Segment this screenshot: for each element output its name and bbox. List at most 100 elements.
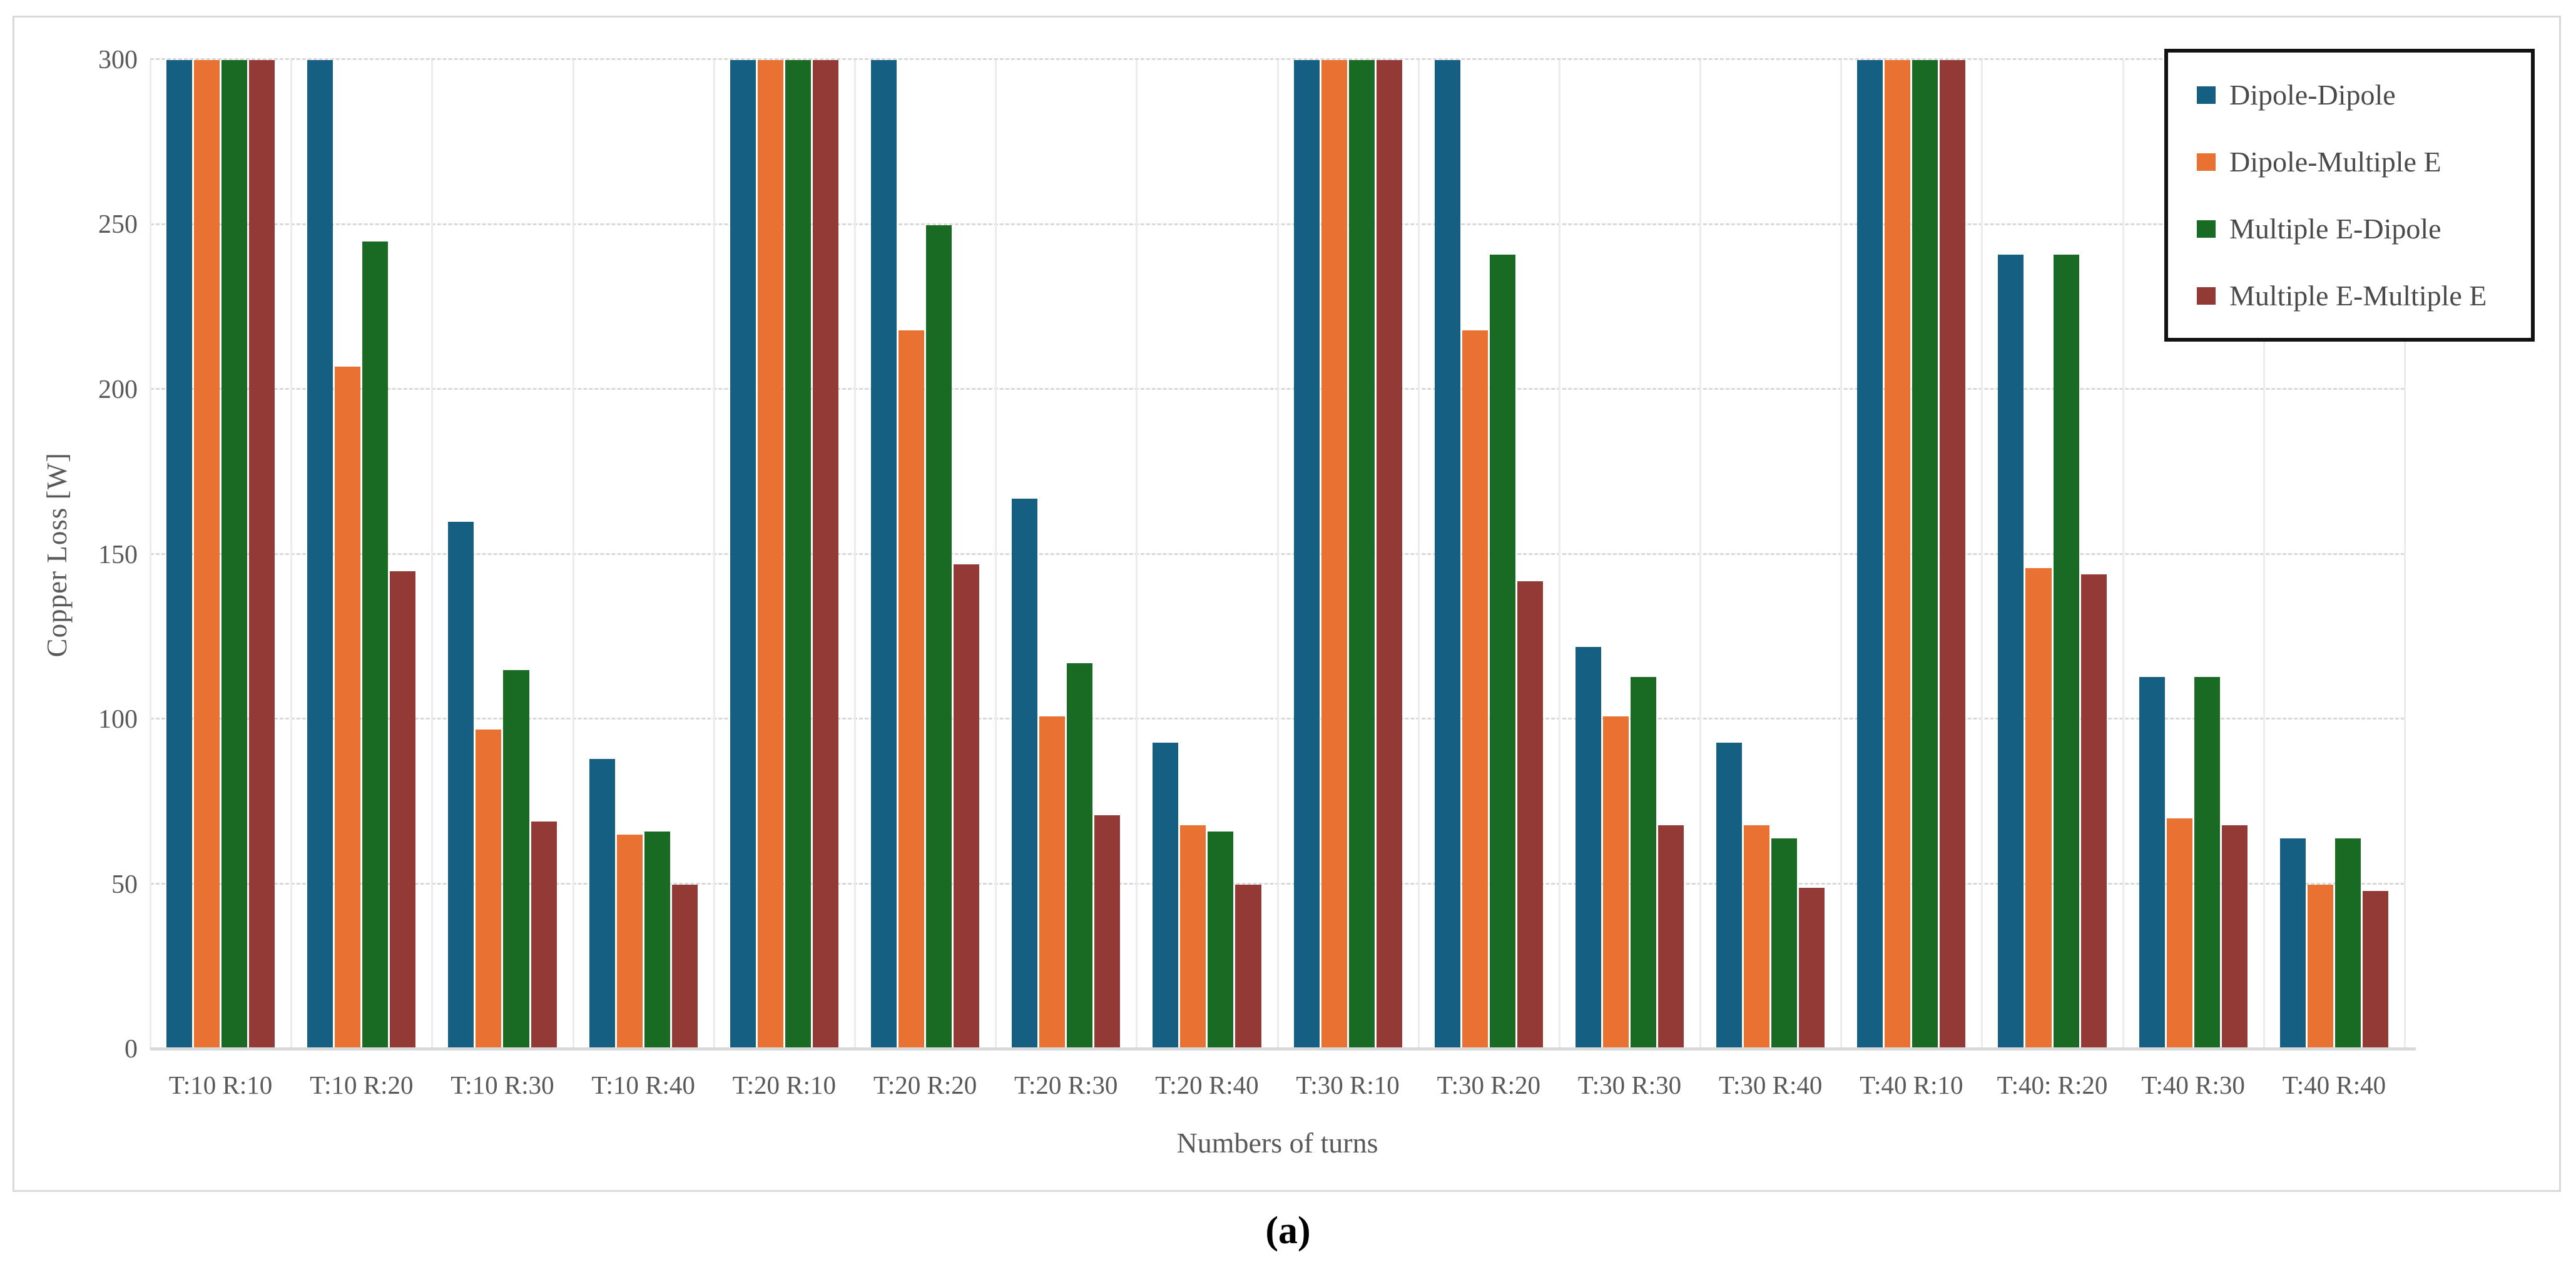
bar <box>221 60 248 1049</box>
bar <box>362 241 389 1049</box>
bar <box>249 60 275 1049</box>
v-gridline <box>1558 60 1560 1049</box>
legend-item: Dipole-Dipole <box>2197 78 2525 111</box>
bar-group <box>1278 60 1418 1049</box>
v-gridline <box>853 60 856 1049</box>
bar <box>2053 254 2079 1049</box>
bar <box>1434 60 1460 1049</box>
x-tick-label: T:10 R:30 <box>451 1071 554 1099</box>
y-tick-label: 50 <box>111 870 138 899</box>
x-tick-label: T:30 R:40 <box>1718 1071 1823 1099</box>
legend-swatch-icon <box>2197 287 2216 305</box>
bar-group <box>573 60 714 1049</box>
bar <box>1321 60 1347 1049</box>
bar <box>1180 825 1206 1049</box>
bar <box>1716 742 1743 1049</box>
bar <box>812 60 838 1049</box>
x-tick-label: T:30 R:30 <box>1577 1071 1682 1099</box>
legend-label: Multiple E-Dipole <box>2229 213 2441 245</box>
legend-label: Dipole-Dipole <box>2229 79 2396 111</box>
x-tick-label: T:20 R:10 <box>732 1071 837 1099</box>
v-gridline <box>1136 60 1138 1049</box>
bar <box>589 759 615 1049</box>
bar <box>1462 330 1488 1049</box>
bar <box>2362 891 2388 1049</box>
x-tick-label: T:40: R:20 <box>1997 1071 2108 1099</box>
v-gridline <box>2263 60 2265 1049</box>
x-axis-ticks: T:10 R:10 T:10 R:20 T:10 R:30 T:10 R:40 T:20… <box>150 1070 2405 1100</box>
x-tick-label: T:30 R:10 <box>1296 1071 1400 1099</box>
v-gridline <box>1417 60 1420 1049</box>
legend-swatch-icon <box>2197 220 2216 238</box>
bar <box>1208 832 1234 1049</box>
bar <box>1012 498 1038 1049</box>
bar-group <box>1982 60 2122 1049</box>
bar <box>503 669 529 1049</box>
v-gridline <box>572 60 574 1049</box>
bar-group <box>2123 60 2264 1049</box>
bar <box>1067 663 1093 1049</box>
legend-swatch-icon <box>2197 86 2216 104</box>
bar-group <box>1559 60 1700 1049</box>
bar-group <box>2264 60 2405 1049</box>
y-tick-label: 200 <box>98 375 138 404</box>
bar <box>1771 838 1798 1049</box>
bar <box>1489 254 1515 1049</box>
bar-group <box>291 60 432 1049</box>
v-gridline <box>1276 60 1279 1049</box>
legend-item: Multiple E-Dipole <box>2197 212 2525 245</box>
bar <box>785 60 811 1049</box>
x-tick-label: T:10 R:10 <box>168 1071 273 1099</box>
bar <box>926 225 952 1049</box>
legend-label: Dipole-Multiple E <box>2229 146 2441 178</box>
bar <box>531 822 557 1049</box>
bar <box>1630 676 1657 1049</box>
y-axis-ticks: 0 50 100 150 200 250 300 <box>14 47 138 1062</box>
x-axis-line <box>150 1047 2416 1051</box>
bar <box>644 832 670 1049</box>
v-gridline <box>290 60 293 1049</box>
v-gridline <box>1699 60 1702 1049</box>
y-tick-label: 250 <box>98 210 138 240</box>
bar <box>476 729 502 1049</box>
bar <box>1602 716 1629 1049</box>
bar <box>1658 825 1684 1049</box>
bar <box>448 521 474 1049</box>
bar <box>898 330 925 1049</box>
bar <box>2139 676 2165 1049</box>
v-gridline <box>2122 60 2124 1049</box>
x-tick-label: T:10 R:40 <box>591 1071 695 1099</box>
bar-group <box>432 60 573 1049</box>
v-gridline <box>713 60 715 1049</box>
bar <box>954 564 980 1049</box>
v-gridline <box>431 60 434 1049</box>
bar <box>1575 647 1601 1049</box>
bar-group <box>1841 60 1982 1049</box>
bar <box>1940 60 1966 1049</box>
bar-group <box>1136 60 1277 1049</box>
bar <box>1517 581 1543 1049</box>
bar <box>2307 884 2333 1049</box>
bar <box>1235 884 1261 1049</box>
bar <box>166 60 193 1049</box>
x-tick-label: T:20 R:40 <box>1155 1071 1259 1099</box>
x-axis-title: Numbers of turns <box>1176 1127 1378 1159</box>
bar <box>1293 60 1320 1049</box>
bar-group <box>995 60 1136 1049</box>
bar-group <box>1418 60 1559 1049</box>
v-gridline <box>995 60 997 1049</box>
bar-chart-figure: Copper Loss [W] 0 50 100 150 200 250 300 T:10 … <box>13 16 2561 1192</box>
bar-group <box>714 60 855 1049</box>
bar <box>335 367 361 1049</box>
x-tick-label: T:20 R:20 <box>873 1071 977 1099</box>
y-tick-label: 100 <box>98 705 138 734</box>
v-gridline <box>150 60 151 1049</box>
bar <box>1912 60 1938 1049</box>
y-tick-label: 150 <box>98 540 138 569</box>
legend-swatch-icon <box>2197 153 2216 171</box>
legend: Dipole-Dipole Dipole-Multiple E Multiple E… <box>2164 49 2535 342</box>
bar <box>2080 574 2107 1049</box>
x-tick-label: T:40 R:40 <box>2282 1071 2386 1099</box>
legend-label: Multiple E-Multiple E <box>2229 280 2487 312</box>
plot-area <box>150 58 2416 1051</box>
